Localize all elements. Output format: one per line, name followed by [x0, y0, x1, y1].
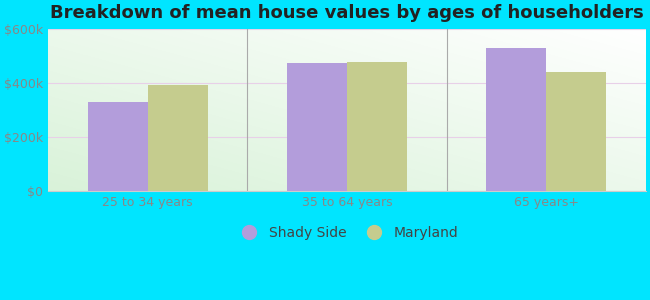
Bar [546, 72, 606, 191]
Title: Breakdown of mean house values by ages of householders: Breakdown of mean house values by ages o… [50, 4, 644, 22]
Legend: Shady Side, Maryland: Shady Side, Maryland [230, 220, 464, 245]
Bar [88, 102, 148, 191]
Bar [347, 61, 407, 191]
Bar [486, 48, 546, 191]
Bar [287, 63, 347, 191]
Bar [148, 85, 207, 191]
